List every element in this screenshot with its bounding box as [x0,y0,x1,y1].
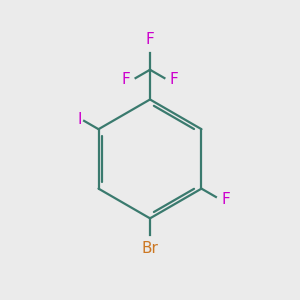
Text: F: F [146,32,154,47]
Text: F: F [122,72,130,87]
Text: F: F [170,72,178,87]
Text: F: F [221,191,230,206]
Text: Br: Br [142,241,158,256]
Text: I: I [77,112,82,127]
